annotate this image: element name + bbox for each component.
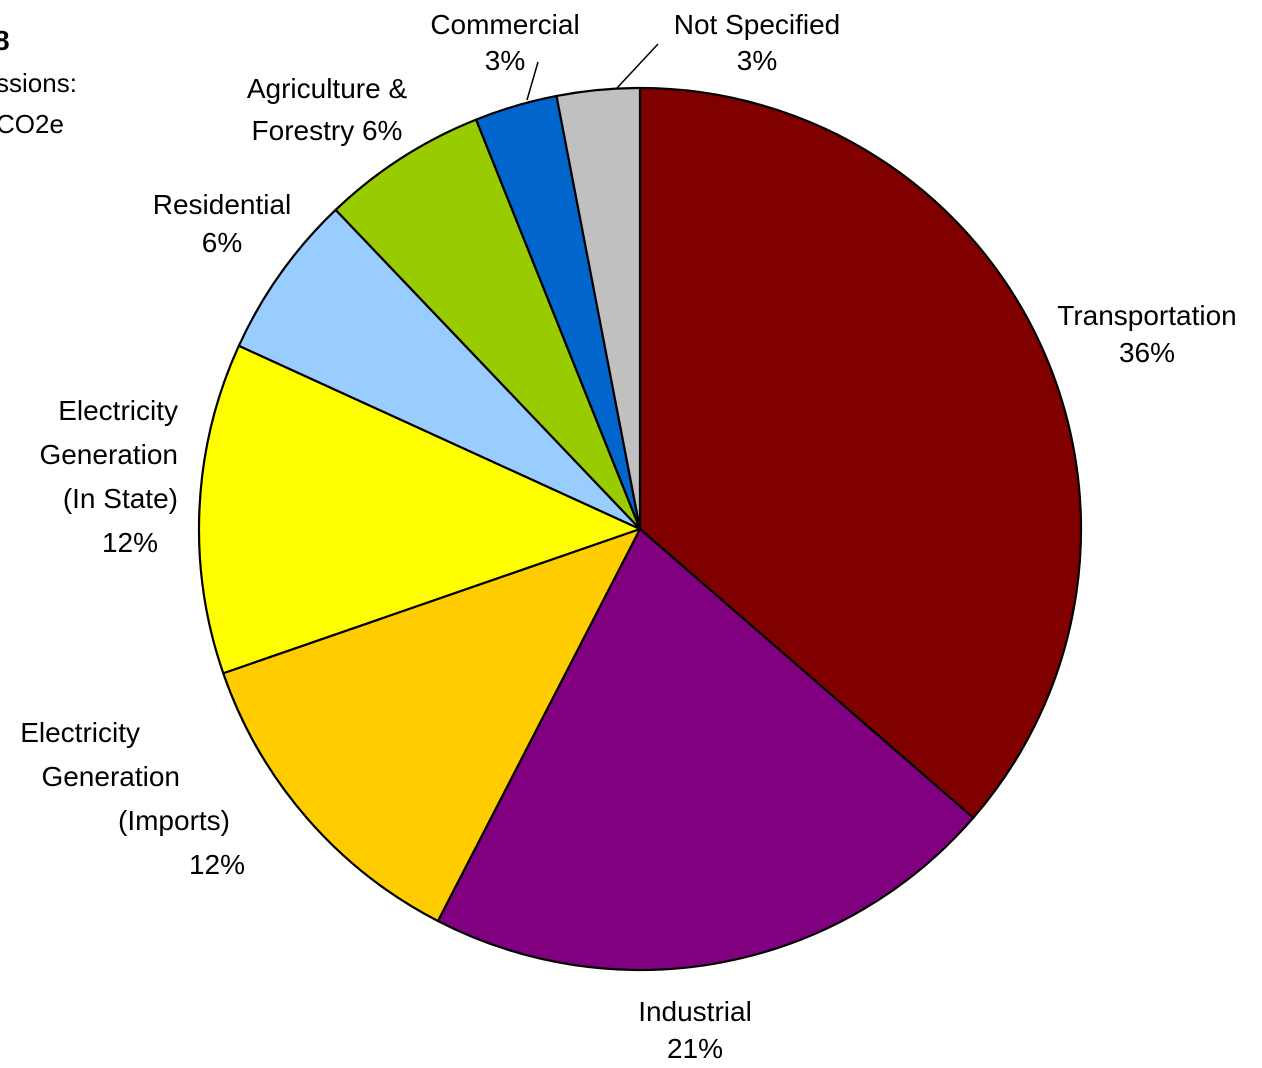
leader-line-commercial xyxy=(526,61,539,101)
slice-label-line: Electricity xyxy=(58,395,178,426)
pie-slice-not-specified xyxy=(555,86,642,531)
slice-label-line: Agriculture & xyxy=(247,73,408,104)
slice-label-line: (In State) xyxy=(63,483,178,514)
pie-slice-residential xyxy=(237,208,642,531)
leader-lines xyxy=(526,43,659,101)
leader-line-not-specified xyxy=(616,43,659,89)
title-fragment-line2: ssions: xyxy=(0,68,77,98)
slice-label-line: 36% xyxy=(1119,337,1175,368)
slice-label-line: Residential xyxy=(153,189,292,220)
slice-label-line: Industrial xyxy=(638,996,752,1027)
title-fragment-line1: 8 xyxy=(0,25,10,56)
slice-label-line: 3% xyxy=(737,45,777,76)
slice-label-line: Transportation xyxy=(1057,300,1237,331)
slice-label-line: Forestry 6% xyxy=(252,115,403,146)
slice-label-residential: Residential 6% xyxy=(153,189,292,258)
slice-label-line: Generation xyxy=(41,761,180,792)
slice-label-line: Electricity xyxy=(20,717,140,748)
slice-label-electricity-generation-imports: Electricity Generation (Imports) 12% xyxy=(20,717,245,880)
pie-slices xyxy=(197,86,1083,972)
slice-label-line: 12% xyxy=(189,849,245,880)
slice-label-line: 6% xyxy=(202,227,242,258)
slice-label-transportation: Transportation 36% xyxy=(1057,300,1237,368)
slice-label-electricity-generation-in-state: Electricity Generation (In State) 12% xyxy=(39,395,178,558)
pie-slice-electricity-generation-imports xyxy=(222,527,642,923)
slice-label-industrial: Industrial 21% xyxy=(638,996,752,1063)
slice-label-commercial: Commercial 3% xyxy=(430,9,579,76)
pie-slice-industrial xyxy=(436,527,975,972)
slice-label-line: 12% xyxy=(102,527,158,558)
slice-label-line: Not Specified xyxy=(674,9,841,40)
slice-label-line: (Imports) xyxy=(118,805,230,836)
slice-labels: Transportation 36% Industrial 21% Electricit… xyxy=(20,9,1237,1064)
slice-label-line: Generation xyxy=(39,439,178,470)
title-fragment-line3: CO2e xyxy=(0,109,64,139)
slice-label-line: 3% xyxy=(485,45,525,76)
pie-slice-agriculture-forestry xyxy=(334,118,642,531)
chart-title-fragment: 8 ssions: CO2e xyxy=(0,25,77,139)
slice-label-line: 21% xyxy=(667,1033,723,1063)
slice-label-not-specified: Not Specified 3% xyxy=(674,9,841,76)
slice-label-line: Commercial xyxy=(430,9,579,40)
pie-slice-electricity-generation-in-state xyxy=(197,344,642,675)
slice-label-agriculture-forestry: Agriculture & Forestry 6% xyxy=(247,73,408,146)
pie-slice-transportation xyxy=(638,86,1083,819)
